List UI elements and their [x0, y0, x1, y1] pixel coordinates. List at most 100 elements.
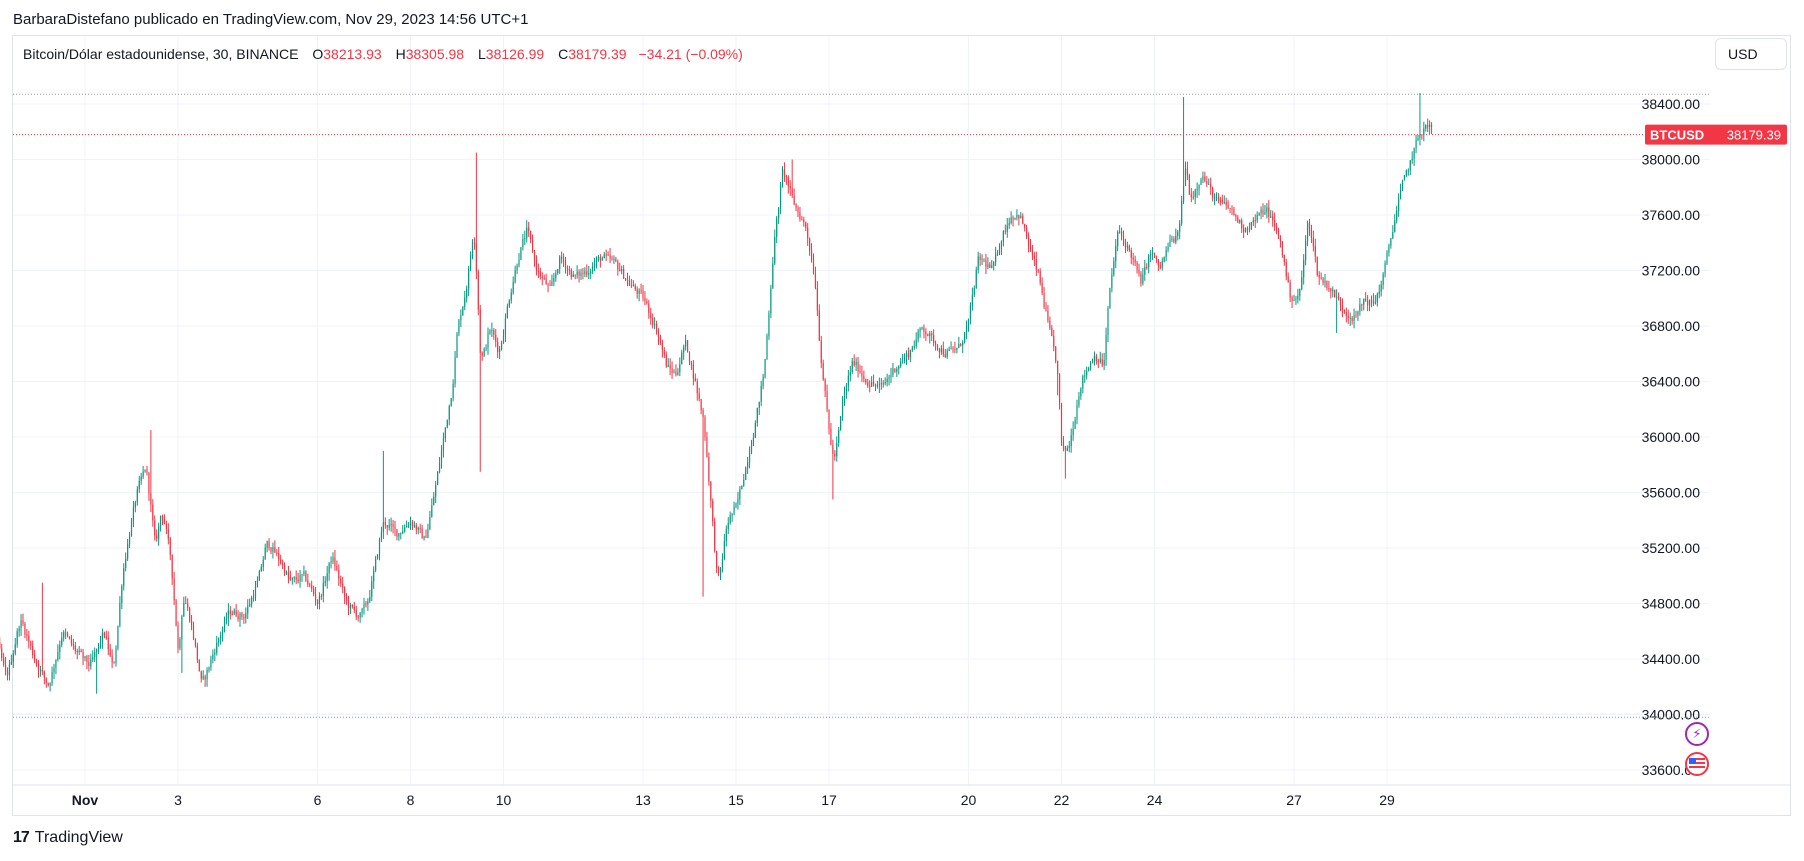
candle-body: [402, 531, 404, 534]
candle-body: [1213, 197, 1216, 199]
candle-body: [969, 305, 972, 319]
candle-body: [942, 348, 944, 355]
candle-body: [628, 280, 631, 286]
candle-body: [667, 365, 669, 367]
candle-body: [1150, 253, 1152, 255]
candle-body: [146, 469, 148, 473]
candle-body: [913, 346, 915, 348]
candle-body: [440, 450, 443, 464]
candle-body: [1336, 296, 1338, 298]
us-flag-icon[interactable]: [1685, 752, 1709, 776]
candle-body: [1202, 176, 1204, 180]
candle-body: [979, 256, 981, 260]
candle-body: [1076, 405, 1078, 420]
candle-body: [1351, 317, 1353, 322]
candle-body: [781, 169, 784, 187]
candle-body: [1208, 183, 1210, 185]
candle-body: [634, 285, 636, 290]
candle-body: [171, 554, 173, 579]
lightning-icon[interactable]: ⚡: [1685, 722, 1709, 746]
candle-body: [35, 660, 38, 665]
candle-body: [1355, 315, 1357, 317]
candle-body: [952, 348, 954, 350]
candle-body: [820, 340, 822, 363]
candle-body: [1378, 291, 1380, 295]
price-tag-bg: [1645, 124, 1787, 145]
candle-body: [1163, 257, 1165, 262]
candle-body: [679, 364, 681, 373]
currency-button[interactable]: USD: [1715, 38, 1787, 70]
candle-body: [123, 568, 125, 587]
candle-body: [747, 462, 749, 468]
candle-body: [1274, 220, 1276, 227]
candle-body: [706, 437, 708, 457]
candle-body: [1223, 201, 1225, 203]
candle-body: [872, 382, 875, 385]
candle-body: [694, 378, 696, 382]
chart-pane[interactable]: [12, 35, 1791, 816]
candle-body: [500, 342, 503, 350]
candle-body: [1293, 299, 1295, 301]
candle-body: [221, 629, 224, 636]
candle-body: [586, 271, 588, 275]
candle-body: [812, 259, 815, 274]
candle-body: [394, 526, 396, 530]
candle-body: [615, 258, 617, 262]
candle-body: [1279, 238, 1282, 242]
candle-body: [117, 625, 119, 648]
candle-body: [1033, 255, 1035, 259]
candle-body: [686, 340, 689, 353]
candle-body: [921, 327, 923, 329]
candle-body: [998, 249, 1001, 254]
candle-body: [1161, 261, 1163, 268]
tradingview-logo[interactable]: 17 TradingView: [13, 829, 123, 847]
candle-body: [1227, 204, 1229, 208]
candle-body: [717, 568, 720, 574]
candle-body: [18, 628, 20, 632]
candle-body: [1186, 168, 1189, 176]
candle-body: [1014, 217, 1016, 220]
candle-body: [1421, 134, 1423, 136]
candle-body: [843, 391, 846, 402]
candle-body: [1146, 267, 1148, 269]
candle-body: [541, 276, 543, 278]
candle-body: [475, 242, 477, 272]
symbol-description[interactable]: Bitcoin/Dólar estadounidense, 30, BINANC…: [23, 46, 299, 62]
candle-body: [537, 270, 539, 272]
candle-body: [865, 378, 867, 383]
candle-body: [1091, 362, 1094, 364]
candle-body: [1074, 419, 1076, 429]
candle-body: [382, 522, 384, 532]
candle-body: [853, 361, 855, 366]
candle-body: [675, 371, 677, 375]
ohlc-legend: Bitcoin/Dólar estadounidense, 30, BINANC…: [23, 46, 743, 62]
candle-body: [791, 188, 793, 196]
candle-body: [1303, 259, 1305, 278]
candle-body: [1277, 229, 1280, 239]
candle-body: [332, 557, 334, 562]
candle-body: [1097, 361, 1099, 363]
candle-body: [241, 613, 243, 617]
candle-body: [400, 533, 402, 535]
candle-body: [1390, 238, 1392, 246]
candle-body: [260, 566, 262, 571]
candle-body: [547, 284, 549, 286]
candle-body: [128, 536, 131, 544]
candle-body: [1243, 228, 1245, 232]
candle-body: [727, 523, 729, 530]
candle-body: [954, 348, 956, 350]
candle-body: [1266, 207, 1268, 213]
candle-body: [1103, 359, 1105, 366]
candle-body: [16, 631, 18, 645]
candle-body: [107, 637, 109, 650]
candle-body: [874, 384, 877, 386]
candle-body: [187, 603, 189, 608]
candle-body: [274, 546, 276, 553]
candle-body: [1283, 254, 1285, 262]
candle-body: [692, 364, 694, 379]
candle-body: [977, 256, 979, 270]
candle-body: [799, 212, 801, 220]
candle-body: [280, 559, 282, 564]
candle-body: [590, 271, 592, 274]
